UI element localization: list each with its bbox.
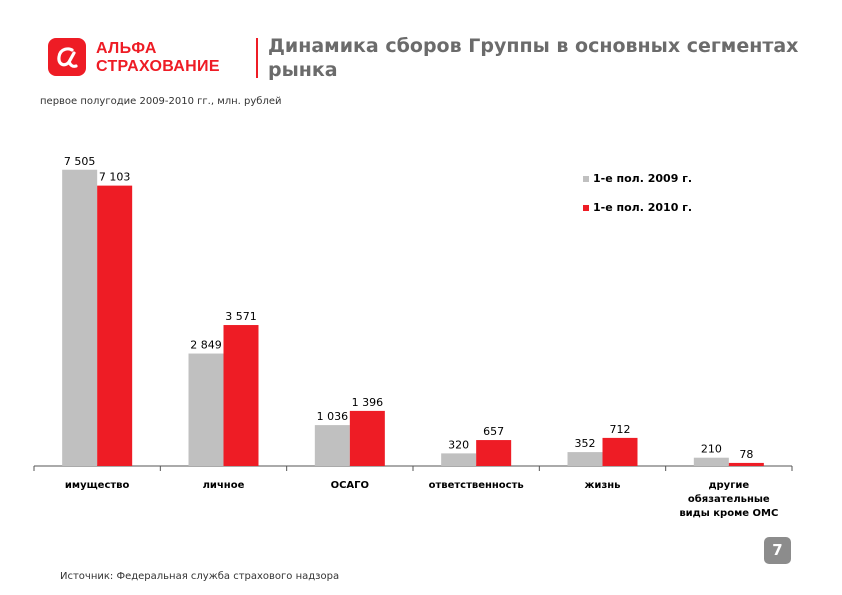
data-label-2009: 2 849: [190, 339, 222, 352]
bar-2009: [441, 453, 477, 466]
logo: АЛЬФА СТРАХОВАНИЕ: [48, 38, 248, 80]
data-label-2010: 712: [610, 423, 631, 436]
data-label-2009: 7 505: [64, 155, 96, 168]
source-note: Источник: Федеральная служба страхового …: [60, 571, 340, 582]
data-label-2010: 78: [739, 448, 753, 461]
data-label-2010: 3 571: [225, 310, 257, 323]
bar-2009: [62, 169, 98, 466]
bar-2010: [97, 185, 133, 467]
bar-2009: [567, 452, 603, 466]
logo-text-line1: АЛЬФА: [96, 40, 157, 57]
alfa-logo-icon: [48, 38, 86, 76]
category-label: ОСАГО: [331, 480, 369, 491]
bar-2010: [602, 437, 638, 466]
legend-label-2010: 1-е пол. 2010 г.: [593, 201, 692, 214]
page-title: Динамика сборов Группы в основных сегмен…: [268, 35, 799, 81]
data-label-2010: 657: [483, 425, 504, 438]
data-label-2010: 1 396: [352, 396, 384, 409]
bar-2010: [349, 410, 385, 466]
category-label: виды кроме ОМС: [679, 508, 778, 519]
data-label-2010: 7 103: [99, 171, 131, 184]
bar-2009: [314, 425, 350, 466]
category-label: другие: [708, 480, 749, 491]
data-label-2009: 320: [448, 438, 469, 451]
data-label-2009: 352: [575, 437, 596, 450]
bar-2010: [476, 440, 512, 466]
category-label: имущество: [65, 480, 130, 491]
legend-label-2009: 1-е пол. 2009 г.: [593, 172, 692, 185]
legend-swatch-2010: [583, 205, 589, 211]
category-label: ответственность: [429, 480, 524, 491]
bar-2010: [728, 462, 764, 466]
logo-text-line2: СТРАХОВАНИЕ: [96, 58, 220, 75]
data-label-2009: 1 036: [317, 410, 349, 423]
alfa-letter-icon: [57, 47, 78, 68]
header-divider: [256, 38, 258, 78]
legend-swatch-2009: [583, 176, 589, 182]
category-label: жизнь: [584, 480, 620, 491]
bar-2010: [223, 325, 259, 466]
bar-2009: [693, 457, 729, 466]
page-number-badge: 7: [764, 537, 791, 564]
bar-2009: [188, 353, 224, 466]
category-label: личное: [203, 480, 245, 491]
page-subtitle: первое полугодие 2009-2010 гг., млн. руб…: [40, 96, 282, 107]
data-label-2009: 210: [701, 443, 722, 456]
category-label: обязательные: [688, 493, 770, 505]
